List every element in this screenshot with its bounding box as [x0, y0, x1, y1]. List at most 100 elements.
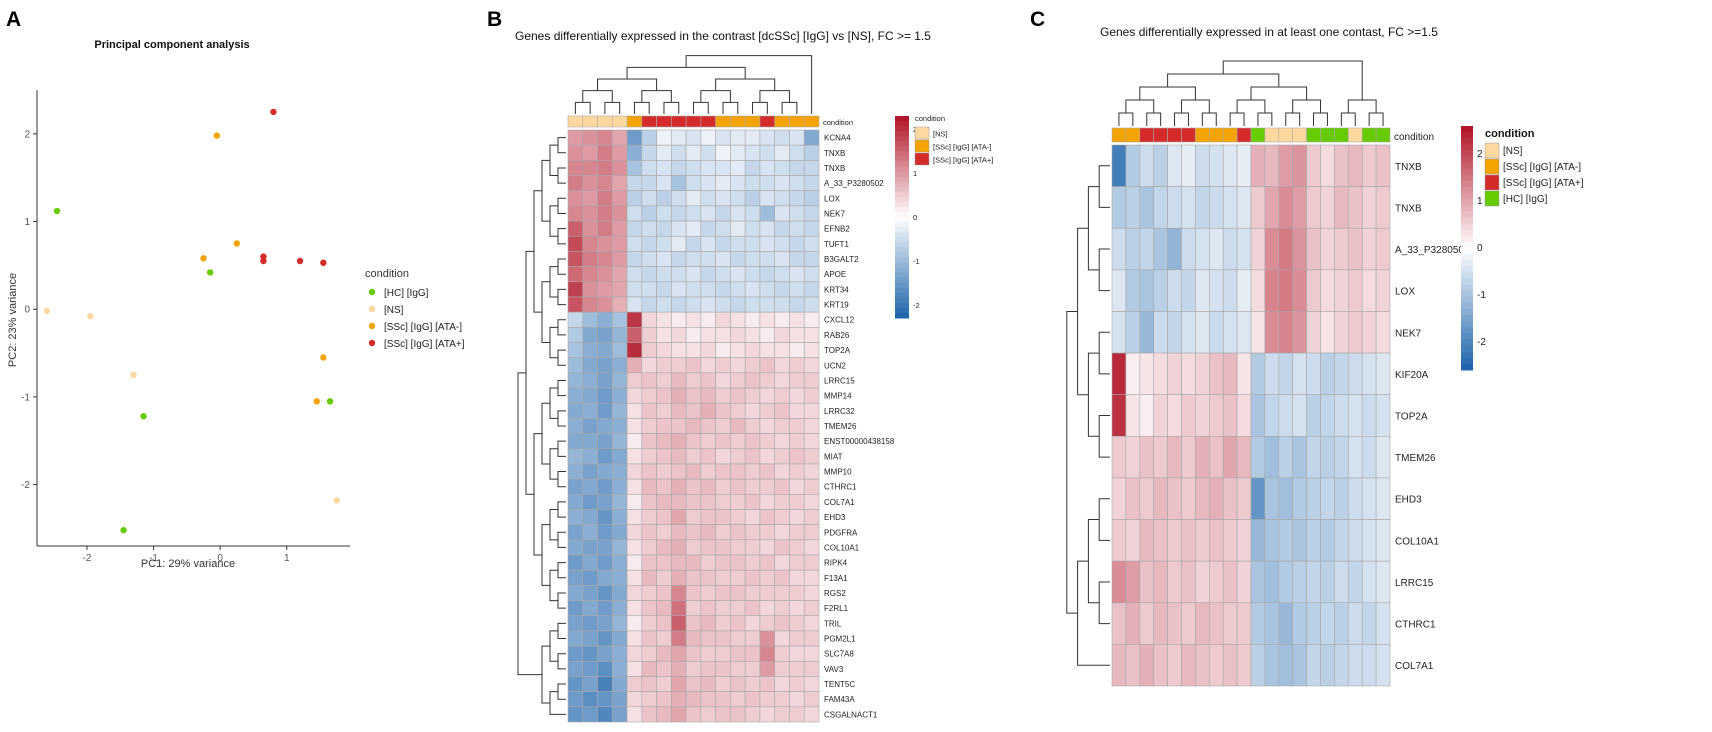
heatmap-b-cell [789, 235, 805, 252]
heatmap-b-color-scale-step [895, 161, 909, 167]
heatmap-b-cell [803, 524, 820, 541]
heatmap-b-row-dendrogram-branch [557, 683, 566, 700]
heatmap-b-cell [759, 144, 776, 161]
heatmap-c-cell [1222, 269, 1238, 312]
heatmap-c-cell [1334, 311, 1349, 354]
heatmap-b-cell [685, 387, 702, 404]
heatmap-b-cell [774, 660, 790, 677]
heatmap-b-cell [626, 357, 643, 374]
heatmap-b-cell [744, 463, 761, 480]
heatmap-b-row-dendrogram-branch [549, 448, 558, 480]
heatmap-b-row-dendrogram-branch [541, 402, 550, 465]
heatmap-b-row-dendrogram-branch [557, 622, 566, 640]
heatmap-b-row-dendrogram-branch [557, 228, 566, 245]
heatmap-b-cell [744, 387, 761, 404]
heatmap-b-cell [744, 585, 761, 601]
heatmap-c-cell [1139, 560, 1155, 604]
heatmap-b-cell [789, 706, 805, 723]
heatmap-c-color-scale-step [1461, 296, 1473, 304]
heatmap-b-cell [730, 190, 746, 207]
heatmap-b-column-dendrogram-branch [597, 78, 658, 91]
heatmap-c-cell [1264, 560, 1280, 604]
heatmap-b-cell [582, 175, 598, 192]
heatmap-b-row-label: KCNA4 [824, 134, 851, 143]
heatmap-c-cell [1111, 560, 1127, 604]
heatmap-b-cell [685, 402, 702, 419]
heatmap-b-cell [656, 463, 672, 480]
heatmap-c-cell [1292, 311, 1307, 354]
heatmap-b-cell [567, 630, 584, 647]
heatmap-b-color-scale-step [895, 166, 909, 173]
heatmap-c-cell [1125, 644, 1141, 687]
heatmap-c-cell [1181, 269, 1196, 312]
heatmap-b-cell [803, 160, 820, 176]
heatmap-b-row-label: SLC7A8 [824, 650, 854, 659]
heatmap-b-cell [611, 387, 628, 404]
heatmap-c-cell [1111, 352, 1127, 395]
heatmap-b-cell [700, 600, 716, 617]
heatmap-b-cell [759, 676, 776, 692]
heatmap-b-cell [597, 372, 613, 389]
heatmap-b-cell [789, 296, 805, 313]
heatmap-c-color-scale-step [1461, 302, 1473, 310]
heatmap-c-cell [1139, 602, 1155, 645]
heatmap-b-color-scale-step [895, 131, 909, 137]
heatmap-b-cell [626, 494, 643, 510]
heatmap-b-scale-tick-label: 1 [913, 169, 917, 178]
heatmap-b-panel: B Genes differentially expressed in the … [487, 8, 993, 723]
heatmap-c-cell [1278, 394, 1294, 437]
heatmap-b-cell [700, 691, 716, 708]
heatmap-b-cell [567, 676, 584, 692]
heatmap-c-cell [1375, 644, 1391, 687]
heatmap-b-cell [759, 509, 776, 525]
heatmap-b-cell [730, 433, 746, 450]
heatmap-c-cell [1320, 394, 1335, 437]
heatmap-b-annotation-cell [597, 115, 613, 128]
heatmap-b-cell [803, 281, 820, 298]
heatmap-b-cell [759, 387, 776, 404]
pca-x-tick-label: 1 [284, 553, 290, 564]
heatmap-c-cell [1320, 436, 1335, 479]
pca-point-hc [326, 398, 334, 405]
heatmap-c-cell [1334, 144, 1349, 187]
heatmap-b-cell [671, 463, 687, 480]
heatmap-c-cell [1181, 602, 1196, 645]
heatmap-c-annotation-cell [1306, 127, 1321, 143]
heatmap-b-cell [611, 600, 628, 617]
heatmap-b-legend-label: [SSc] [IgG] [ATA+] [933, 156, 993, 165]
pca-point-ata_pos [260, 253, 267, 260]
heatmap-b-cell [700, 463, 716, 480]
heatmap-b-cell [759, 372, 776, 389]
heatmap-c-cell [1278, 269, 1294, 312]
heatmap-c-cell [1250, 269, 1266, 312]
heatmap-c-cell [1306, 186, 1321, 229]
heatmap-b-cell [744, 372, 761, 389]
heatmap-b-cell [715, 129, 731, 146]
heatmap-b-cell [611, 630, 628, 647]
heatmap-c-cell [1209, 144, 1224, 187]
heatmap-b-cell [789, 402, 805, 419]
heatmap-b-cell [685, 463, 702, 480]
heatmap-c-annotation-cell [1361, 127, 1377, 143]
heatmap-b-cell [759, 585, 776, 601]
heatmap-b-cell [803, 539, 820, 556]
heatmap-b-cell [730, 630, 746, 647]
heatmap-c-cell [1125, 144, 1141, 187]
heatmap-b-cell [671, 691, 687, 708]
heatmap-c-column-dendrogram-branch [1118, 112, 1134, 126]
heatmap-b-cell [641, 342, 657, 358]
heatmap-b-cell [671, 660, 687, 677]
heatmap-c-cell [1278, 186, 1294, 229]
heatmap-b-cell [730, 615, 746, 632]
heatmap-c-cell [1320, 144, 1335, 187]
heatmap-c-cell [1167, 186, 1182, 229]
heatmap-c-cell [1306, 394, 1321, 437]
heatmap-b-cell [611, 539, 628, 556]
heatmap-c-cell [1375, 144, 1391, 187]
heatmap-b-cell [656, 691, 672, 708]
heatmap-b-cell [641, 129, 657, 146]
heatmap-b-cell [789, 691, 805, 708]
heatmap-b-cell [611, 569, 628, 586]
heatmap-c-color-scale-step [1461, 333, 1473, 340]
heatmap-b-cell [803, 266, 820, 283]
